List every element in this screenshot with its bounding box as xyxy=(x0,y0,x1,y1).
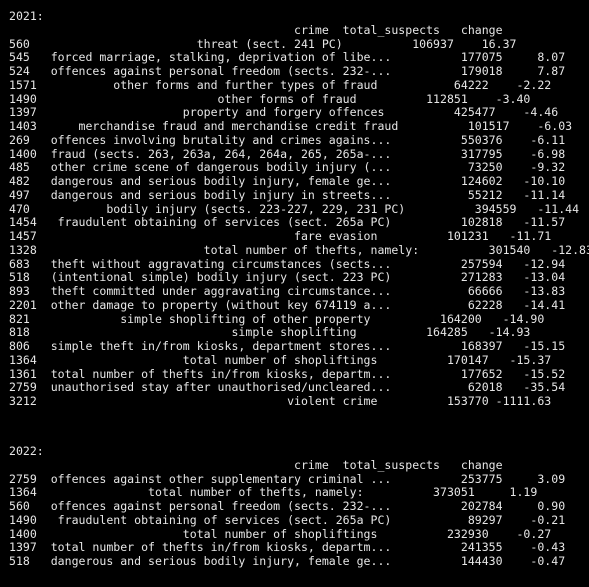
table-row: 1361 total number of thefts in/from kios… xyxy=(9,366,566,381)
table-row: 2201 other damage to property (without k… xyxy=(9,297,566,312)
table-row: 1364 total number of shopliftings 170147… xyxy=(9,352,552,367)
terminal-output-2021: 2021: crime total_suspects change 560 th… xyxy=(9,9,589,409)
table-row: 482 dangerous and serious bodily injury,… xyxy=(9,174,566,188)
table-header-2021: crime total_suspects change xyxy=(9,22,503,37)
table-row: 1397 total number of thefts in/from kios… xyxy=(9,540,566,555)
table-row: 1457 fare evasion 101231 -11.71 xyxy=(9,229,552,243)
table-row: 545 forced marriage, stalking, deprivati… xyxy=(9,50,566,65)
table-row: 1400 fraud (sects. 263, 263a, 264, 264a,… xyxy=(9,146,566,161)
section-heading-2022: 2022: xyxy=(9,444,44,458)
table-row: 1571 other forms and further types of fr… xyxy=(9,77,552,92)
table-row: 497 dangerous and serious bodily injury … xyxy=(9,187,566,202)
table-row: 821 simple shoplifting of other property… xyxy=(9,311,545,326)
table-row: 269 offences involving brutality and cri… xyxy=(9,132,566,147)
table-row: 818 simple shoplifting 164285 -14.93 xyxy=(9,325,531,340)
section-heading-2021: 2021: xyxy=(9,9,44,23)
table-row: 470 bodily injury (sects. 223-227, 229, … xyxy=(9,201,580,216)
table-row: 1328 total number of thefts, namely: 301… xyxy=(9,242,589,257)
table-row: 806 simple theft in/from kiosks, departm… xyxy=(9,339,566,353)
table-row: 1490 fraudulent obtaining of services (s… xyxy=(9,512,566,527)
terminal-output-2022: 2022: crime total_suspects change 2759 o… xyxy=(9,444,584,569)
table-row: 893 theft committed under aggravating ci… xyxy=(9,284,566,298)
table-row: 518 dangerous and serious bodily injury,… xyxy=(9,554,566,568)
table-row: 1400 total number of shopliftings 232930… xyxy=(9,526,552,541)
table-row: 2759 unauthorised stay after unauthorise… xyxy=(9,380,566,395)
table-row: 524 offences against personal freedom (s… xyxy=(9,64,566,78)
table-row: 485 other crime scene of dangerous bodil… xyxy=(9,160,566,175)
table-row: 1403 merchandise fraud and merchandise c… xyxy=(9,119,573,133)
table-row: 560 threat (sect. 241 PC) 106937 16.37 xyxy=(9,36,517,51)
table-row: 1454 fraudulent obtaining of services (s… xyxy=(9,215,566,230)
table-row: 1364 total number of thefts, namely: 373… xyxy=(9,485,538,500)
table-header-2022: crime total_suspects change xyxy=(9,457,503,472)
table-row: 560 offences against personal freedom (s… xyxy=(9,499,566,513)
table-row: 2759 offences against other supplementar… xyxy=(9,471,566,486)
table-row: 683 theft without aggravating circumstan… xyxy=(9,256,566,271)
table-row: 1397 property and forgery offences 42547… xyxy=(9,105,559,120)
table-row: 518 (intentional simple) bodily injury (… xyxy=(9,270,566,285)
table-row: 3212 violent crime 153770 -1111.63 xyxy=(9,394,552,408)
table-row: 1490 other forms of fraud 112851 -3.40 xyxy=(9,91,531,106)
